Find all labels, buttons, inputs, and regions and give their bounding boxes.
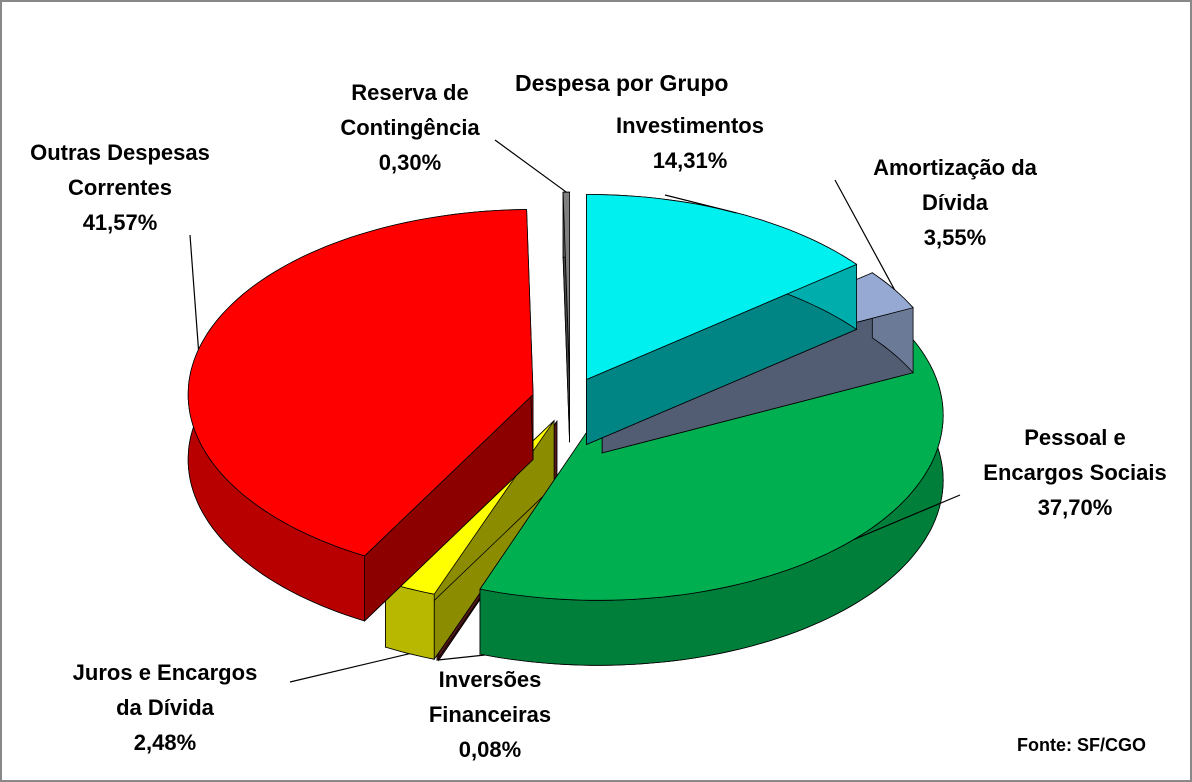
leader-line — [834, 179, 896, 290]
source-note: Fonte: SF/CGO — [1017, 735, 1146, 755]
value-label: 37,70% — [1037, 495, 1113, 520]
slice-label: Reserva de Contingência — [340, 80, 480, 141]
leader-line — [494, 139, 567, 193]
leader-line — [289, 653, 410, 683]
value-label: 2,48% — [133, 730, 197, 755]
slice-label: Juros e Encargos da Dívida — [72, 660, 258, 721]
chart-title: Despesa por Grupo — [515, 70, 729, 96]
leader-line — [664, 194, 737, 214]
value-label: 0,30% — [378, 150, 442, 175]
leader-line — [189, 234, 200, 350]
slice-label: Investimentos — [616, 113, 764, 138]
slice-label: Pessoal e Encargos Sociais — [983, 425, 1167, 486]
pie — [187, 191, 944, 666]
value-label: 0,08% — [458, 737, 522, 762]
value-label: 41,57% — [82, 210, 158, 235]
slice-label: Inversões Financeiras — [428, 667, 552, 728]
leader-line — [437, 654, 486, 661]
slice-label: Amortização da Dívida — [873, 155, 1037, 216]
slice — [479, 334, 944, 601]
value-label: 3,55% — [923, 225, 987, 250]
slice-label: Outras Despesas Correntes — [30, 140, 210, 201]
value-label: 14,31% — [652, 148, 728, 173]
leader-line — [853, 494, 961, 541]
